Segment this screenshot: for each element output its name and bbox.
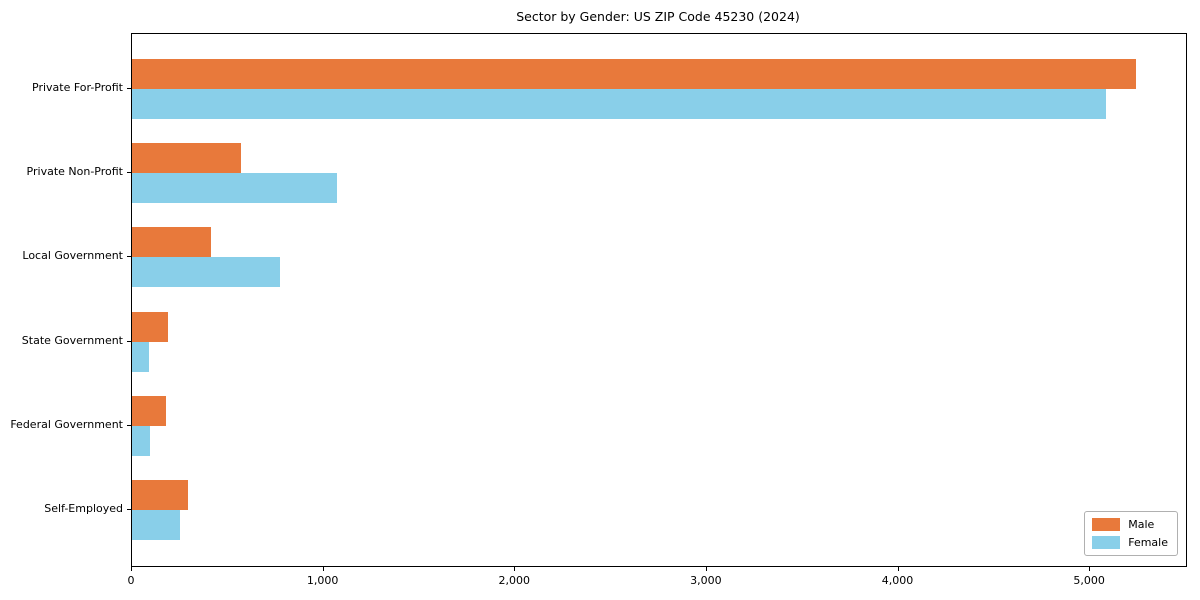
female-bar bbox=[132, 173, 338, 204]
x-axis-tick-label: 1,000 bbox=[306, 574, 339, 587]
x-axis-tick bbox=[897, 567, 899, 571]
female-bar bbox=[132, 257, 280, 288]
male-bar bbox=[132, 395, 167, 426]
x-axis-tick bbox=[705, 567, 707, 571]
female-bar bbox=[132, 510, 180, 540]
x-axis-tick bbox=[514, 567, 516, 571]
male-bar bbox=[132, 59, 1137, 89]
y-axis-tick bbox=[127, 340, 131, 342]
y-axis-tick bbox=[127, 88, 131, 89]
female-bar bbox=[132, 425, 151, 456]
y-axis-label: Private Non-Profit bbox=[26, 165, 123, 179]
x-axis-tick-label: 4,000 bbox=[881, 574, 914, 587]
male-bar bbox=[132, 480, 188, 510]
female-bar bbox=[132, 341, 150, 372]
y-axis-label: Local Government bbox=[22, 249, 123, 263]
y-axis-label: Federal Government bbox=[10, 417, 123, 431]
x-axis-tick-label: 3,000 bbox=[690, 574, 722, 587]
male-bar bbox=[132, 143, 242, 174]
y-axis-label: Private For-Profit bbox=[32, 81, 123, 94]
y-axis-tick bbox=[127, 509, 131, 510]
male-bar bbox=[132, 227, 211, 258]
x-axis-tick bbox=[131, 567, 132, 571]
plot-area: Male Female bbox=[131, 33, 1187, 567]
y-axis-tick bbox=[127, 172, 131, 174]
x-axis-tick bbox=[322, 567, 324, 571]
x-axis-tick bbox=[1089, 567, 1091, 571]
x-axis-tick-label: 2,000 bbox=[498, 574, 531, 587]
y-axis-label: State Government bbox=[21, 333, 123, 347]
male-bar bbox=[132, 311, 169, 342]
legend-entry-male: Male bbox=[1092, 518, 1168, 531]
y-axis-tick bbox=[127, 424, 131, 426]
y-axis-tick bbox=[127, 256, 131, 258]
chart-title: Sector by Gender: US ZIP Code 45230 (202… bbox=[516, 9, 800, 24]
y-axis-label: Self-Employed bbox=[44, 502, 123, 515]
male-legend-swatch bbox=[1092, 518, 1121, 531]
female-legend-label: Female bbox=[1128, 536, 1168, 549]
x-axis-tick-label: 0 bbox=[127, 574, 135, 587]
female-bar bbox=[132, 89, 1106, 119]
legend-entry-female: Female bbox=[1092, 536, 1168, 549]
female-legend-swatch bbox=[1092, 536, 1121, 549]
x-axis-tick-label: 5,000 bbox=[1073, 574, 1105, 587]
male-legend-label: Male bbox=[1128, 518, 1155, 531]
legend: Male Female bbox=[1084, 511, 1178, 556]
